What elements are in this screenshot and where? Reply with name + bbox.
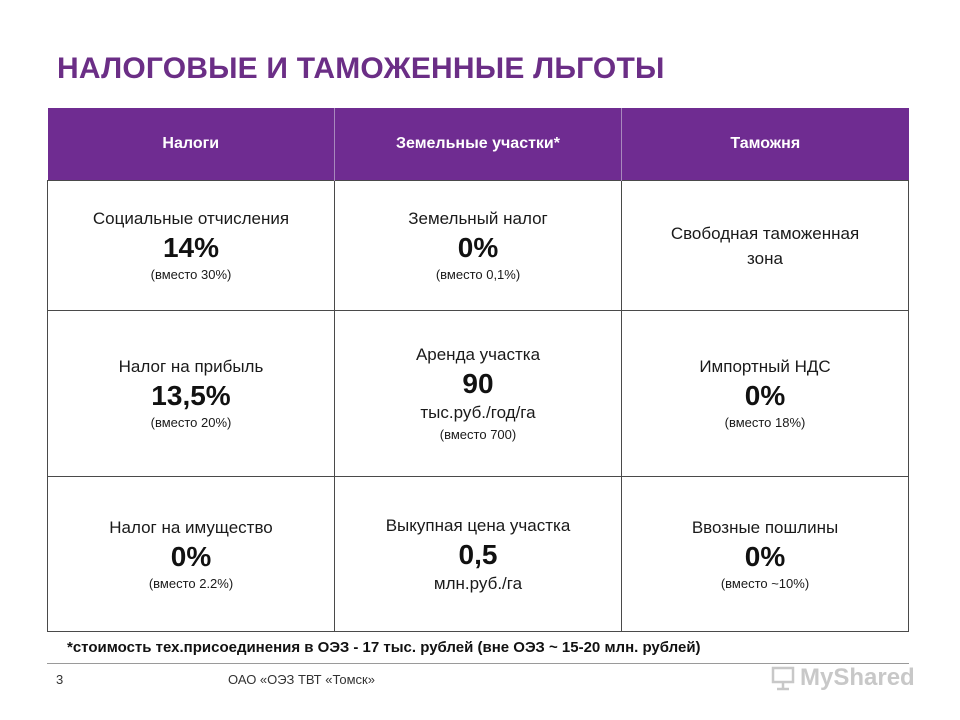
cell-label: Аренда участка [415,345,541,364]
footnote: *стоимость тех.присоединения в ОЭЗ - 17 … [67,639,701,656]
cell-value: 90 [462,368,494,399]
cell-label: Земельный налог [408,209,548,228]
cell-label: Ввозные пошлины [691,517,839,537]
cell-value: 0% [744,540,786,572]
page-number: 3 [56,672,64,687]
presentation-board-icon [771,666,795,691]
cell-value: 13,5% [151,380,231,411]
table-cell: Аренда участка 90 тыс.руб./год/га (вмест… [334,310,622,477]
cell-note: (вместо 30%) [150,267,232,282]
table-row: Налог на прибыль 13,5% (вместо 20%) Арен… [47,310,909,477]
table-row: Налог на имущество 0% (вместо 2.2%) Выку… [47,476,909,632]
table-cell: Налог на имущество 0% (вместо 2.2%) [47,476,335,632]
cell-value: 0% [170,540,212,572]
cell-note: (вместо 20%) [150,415,232,430]
cell-value: 14% [162,232,220,263]
cell-label: Налог на прибыль [118,357,264,376]
watermark-text: MyShared [800,664,915,691]
table-cell: Импортный НДС 0% (вместо 18%) [621,310,909,477]
cell-label: Импортный НДС [699,357,831,376]
cell-label: Налог на имущество [109,517,273,537]
cell-note: (вместо ~10%) [720,575,810,591]
cell-unit: млн.руб./га [433,573,523,593]
watermark: MyShared [770,664,915,692]
cell-label: Свободная таможенная зона [670,223,860,268]
company-name: ОАО «ОЭЗ ТВТ «Томск» [228,672,375,687]
cell-note: (вместо 2.2%) [148,575,234,591]
page-title: НАЛОГОВЫЕ И ТАМОЖЕННЫЕ ЛЬГОТЫ [57,52,665,85]
cell-value: 0% [744,380,786,411]
table-header-row: Налоги Земельные участки* Таможня [47,108,909,181]
header-customs: Таможня [621,108,909,181]
footer-divider [47,663,909,664]
header-taxes: Налоги [47,108,335,181]
cell-note: (вместо 700) [439,427,517,442]
table-cell: Ввозные пошлины 0% (вместо ~10%) [621,476,909,632]
table-cell: Налог на прибыль 13,5% (вместо 20%) [47,310,335,477]
cell-value: 0,5 [458,538,498,570]
table-cell: Социальные отчисления 14% (вместо 30%) [47,180,335,311]
table-cell: Выкупная цена участка 0,5 млн.руб./га [334,476,622,632]
benefits-table: Налоги Земельные участки* Таможня Социал… [47,108,909,632]
table-cell: Земельный налог 0% (вместо 0,1%) [334,180,622,311]
header-land-plots: Земельные участки* [334,108,622,181]
table-row: Социальные отчисления 14% (вместо 30%) З… [47,180,909,311]
cell-label: Выкупная цена участка [385,515,571,535]
cell-note: (вместо 0,1%) [435,267,521,282]
cell-label: Социальные отчисления [92,209,290,228]
table-cell: Свободная таможенная зона [621,180,909,311]
cell-value: 0% [457,232,499,263]
cell-unit: тыс.руб./год/га [420,403,536,422]
cell-note: (вместо 18%) [724,415,806,430]
